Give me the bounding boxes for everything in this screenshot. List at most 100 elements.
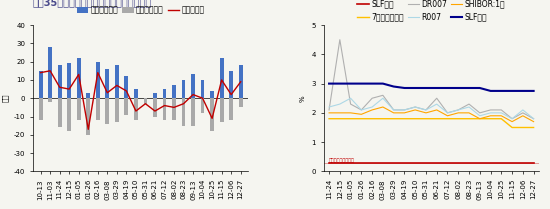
DR007	[337, 38, 343, 41]
Bar	[134, 98, 138, 120]
Bar	[115, 65, 119, 98]
Bar	[77, 98, 81, 120]
净投放：周	[37, 71, 44, 74]
SLF利率	[487, 161, 494, 164]
DR007	[455, 109, 461, 111]
SHIBOR:1周	[422, 112, 429, 114]
SLF利率	[466, 87, 472, 89]
Bar	[201, 98, 205, 113]
Bar	[67, 64, 71, 98]
净投放：周	[66, 88, 73, 90]
Bar	[220, 58, 223, 98]
SLF利率	[347, 161, 354, 164]
Bar	[77, 58, 81, 98]
净投放：周	[238, 80, 244, 83]
SHIBOR:1周	[498, 115, 504, 117]
SLF利率	[358, 161, 365, 164]
DR007	[422, 109, 429, 111]
SLF利率	[520, 161, 526, 164]
SLF利率	[412, 87, 419, 89]
Bar	[48, 47, 52, 98]
SLF利率	[401, 87, 408, 89]
SHIBOR:1周	[326, 112, 332, 114]
Bar	[58, 98, 62, 127]
SHIBOR:1周	[530, 120, 537, 123]
SLF利率	[337, 82, 343, 85]
SHIBOR:1周	[379, 106, 386, 108]
SHIBOR:1周	[401, 112, 408, 114]
Bar	[172, 98, 176, 120]
7天逆回购利率	[476, 117, 483, 120]
SHIBOR:1周	[337, 112, 343, 114]
SHIBOR:1周	[466, 112, 472, 114]
DR007	[412, 106, 419, 108]
SHIBOR:1周	[476, 117, 483, 120]
Line: 净投放：周: 净投放：周	[41, 71, 241, 129]
DR007	[520, 112, 526, 114]
Bar	[191, 98, 195, 126]
净投放：周	[190, 93, 196, 96]
DR007	[444, 112, 451, 114]
Bar	[67, 98, 71, 131]
DR007	[487, 109, 494, 111]
SLF利率	[498, 90, 504, 92]
Bar	[86, 98, 90, 135]
Bar	[86, 93, 90, 98]
Bar	[48, 98, 52, 102]
DR007	[476, 112, 483, 114]
Bar	[229, 71, 233, 98]
7天逆回购利率	[530, 126, 537, 129]
净投放：周	[47, 70, 53, 72]
Line: 7天逆回购利率: 7天逆回购利率	[329, 119, 534, 127]
Bar	[210, 91, 214, 98]
7天逆回购利率	[487, 117, 494, 120]
SHIBOR:1周	[444, 115, 451, 117]
7天逆回购利率	[498, 117, 504, 120]
Bar	[153, 93, 157, 98]
R007	[390, 109, 397, 111]
净投放：周	[123, 90, 130, 92]
R007	[476, 115, 483, 117]
SHIBOR:1周	[520, 115, 526, 117]
Y-axis label: 亿元: 亿元	[2, 94, 8, 102]
SLF利率	[358, 82, 365, 85]
DR007	[509, 117, 515, 120]
7天逆回购利率	[412, 117, 419, 120]
R007	[358, 109, 365, 111]
R007	[530, 117, 537, 120]
Bar	[210, 98, 214, 131]
净投放：周	[161, 104, 168, 107]
R007	[326, 106, 332, 108]
Bar	[239, 98, 243, 107]
SLF利率	[369, 161, 376, 164]
净投放：周	[85, 128, 91, 131]
7天逆回购利率	[379, 117, 386, 120]
7天逆回购利率	[390, 117, 397, 120]
7天逆回购利率	[347, 117, 354, 120]
Legend: 货币投放：周, 货币回笼：周, 净投放：周: 货币投放：周, 货币回笼：周, 净投放：周	[74, 3, 207, 18]
SLF利率	[509, 90, 515, 92]
SLF利率	[466, 161, 472, 164]
Line: R007: R007	[329, 98, 534, 119]
Bar	[124, 76, 128, 98]
净投放：周	[75, 73, 82, 76]
Y-axis label: %: %	[300, 95, 306, 102]
SHIBOR:1周	[358, 113, 365, 116]
SLF利率	[498, 161, 504, 164]
SLF利率	[444, 87, 451, 89]
DR007	[401, 109, 408, 111]
SLF利率	[347, 82, 354, 85]
DR007	[358, 109, 365, 111]
净投放：周	[95, 71, 101, 74]
Legend: SLF利率, 7天逆回购利率, DR007, R007, SHIBOR:1周, SLF利率: SLF利率, 7天逆回购利率, DR007, R007, SHIBOR:1周, …	[354, 0, 508, 25]
Bar	[191, 74, 195, 98]
7天逆回购利率	[520, 126, 526, 129]
净投放：周	[209, 117, 216, 120]
R007	[347, 97, 354, 99]
Line: DR007: DR007	[329, 40, 534, 119]
Bar	[172, 85, 176, 98]
7天逆回购利率	[369, 117, 376, 120]
净投放：周	[133, 110, 139, 112]
DR007	[466, 103, 472, 105]
DR007	[379, 94, 386, 97]
